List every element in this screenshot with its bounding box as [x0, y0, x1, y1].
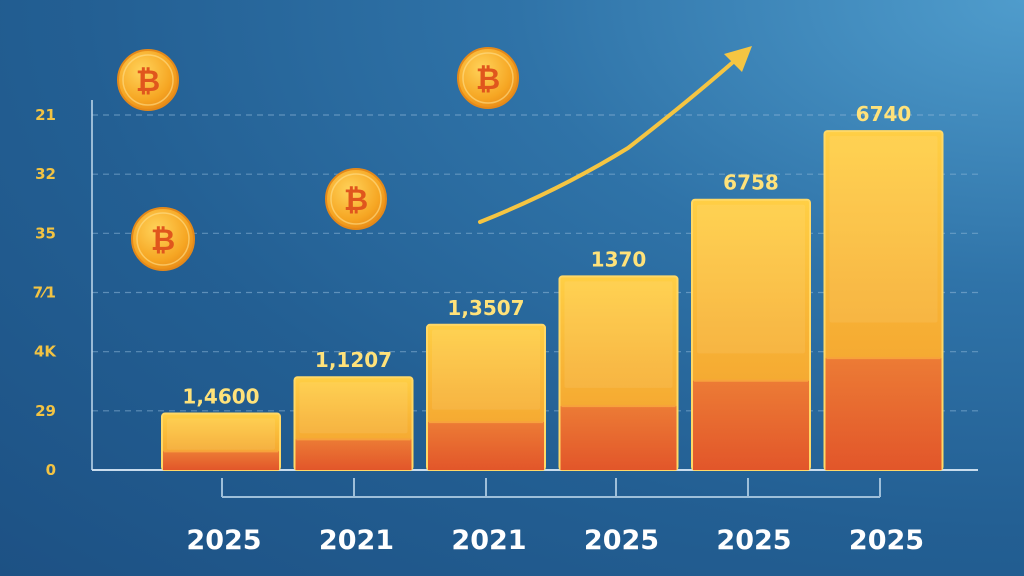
bar-base [693, 380, 809, 470]
bar-highlight [167, 418, 275, 450]
bar-base [295, 439, 412, 470]
bar-base [560, 406, 677, 470]
data-label: 1370 [591, 247, 647, 271]
data-label: 1,1207 [315, 348, 392, 372]
x-tick-labels: 2025 2021 2021 2025 2025 2025 [186, 525, 924, 556]
trend-arrow-head [724, 46, 752, 72]
coin-body [457, 47, 519, 109]
bitcoin-symbol: ₿ [151, 223, 175, 258]
y-tick-label: 4K [34, 343, 57, 361]
coin-rim [122, 54, 174, 106]
y-tick-labels: 21 32 35 7⁄1 4K 29 0 [33, 106, 58, 479]
bar [161, 412, 281, 472]
bar-base [825, 358, 942, 470]
bitcoin-symbol: ₿ [136, 64, 160, 99]
y-tick-label: 29 [35, 402, 56, 420]
bitcoin-coin-icon: ₿ [325, 168, 387, 230]
x-tick-label: 2025 [849, 525, 924, 556]
bar [691, 198, 811, 471]
y-tick-label: 7⁄1 [33, 284, 56, 302]
x-tick-label: 2021 [319, 525, 394, 556]
bar-highlight [432, 329, 540, 410]
bar [823, 130, 944, 472]
data-label: 1,3507 [447, 296, 524, 320]
data-labels: 1,4600 1,1207 1,3507 1370 6758 6740 [182, 102, 911, 408]
x-tick-label: 2021 [451, 525, 526, 556]
bar-highlight [564, 281, 673, 388]
bars [161, 130, 944, 472]
data-label: 6740 [856, 102, 912, 126]
bar-base [428, 422, 544, 470]
coin-rim [330, 173, 382, 225]
trend-arrow [478, 46, 752, 224]
y-tick-label: 0 [46, 461, 56, 479]
bar-highlight [299, 382, 408, 434]
bar-highlight [697, 204, 805, 354]
bar-base [163, 451, 279, 470]
x-tick-label: 2025 [186, 525, 261, 556]
x-tick-label: 2025 [584, 525, 659, 556]
bar-highlight [829, 136, 938, 323]
bar [558, 275, 679, 472]
trend-arrow-line [478, 54, 742, 224]
bitcoin-coin-icon: ₿ [117, 49, 179, 111]
coin-body [325, 168, 387, 230]
bitcoin-coin-icon: ₿ [457, 47, 519, 109]
bitcoin-symbol: ₿ [344, 183, 368, 218]
data-label: 1,4600 [182, 385, 259, 409]
coin-body [117, 49, 179, 111]
x-tick-label: 2025 [716, 525, 791, 556]
bitcoin-coin-icon: ₿ [131, 207, 195, 271]
y-tick-label: 21 [35, 106, 56, 124]
coin-decorations: ₿ ₿ ₿ ₿ [117, 47, 519, 271]
coin-rim [462, 52, 514, 104]
y-tick-label: 32 [35, 165, 56, 183]
bitcoin-symbol: ₿ [476, 62, 500, 97]
y-tick-label: 35 [35, 224, 56, 242]
data-label: 6758 [723, 171, 779, 195]
bar [426, 323, 546, 472]
bar [293, 376, 414, 471]
coin-body [131, 207, 195, 271]
coin-rim [136, 212, 190, 266]
